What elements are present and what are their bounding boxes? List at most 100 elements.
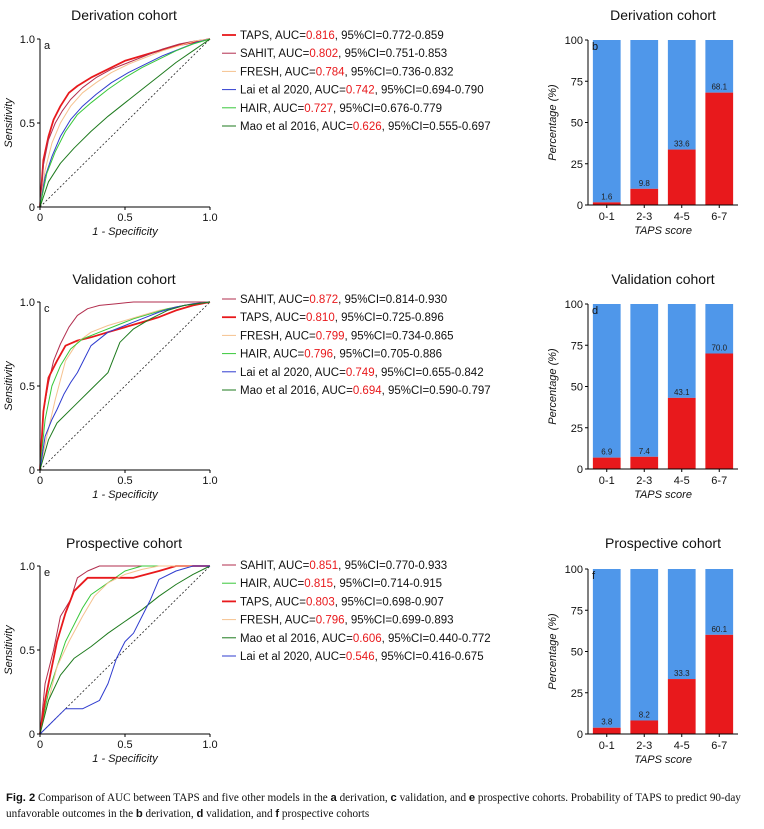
bar-value-label: 1.6 (601, 192, 613, 201)
legend-auc-value: 0.606 (353, 633, 382, 645)
bar-panel-b: Derivation cohort 1.6 0-1 9.8 2-3 33.6 4-5 68.1… (547, 7, 738, 237)
legend-model-label: FRESH, AUC= (240, 66, 316, 78)
roc-panel-c: Validation cohort 0 0.5 1.0 0 0.5 1.0 c 1 - Spec… (3, 271, 491, 501)
panel-letter: b (592, 41, 598, 53)
bar-segment-unfavorable (705, 353, 734, 469)
y-tick-label: 50 (571, 382, 583, 394)
roc-curve-lai-et-al-2020 (39, 301, 211, 471)
panel-title: Derivation cohort (71, 7, 177, 23)
x-tick-label: 2-3 (636, 740, 652, 752)
legend-auc-value: 0.810 (306, 312, 335, 324)
legend-entry: Mao et al 2016, AUC=0.694, 95%CI=0.590-0… (240, 385, 491, 397)
legend-ci-value: , 95%CI=0.736-0.832 (345, 66, 454, 78)
y-tick-label: 1.0 (20, 297, 35, 309)
legend-model-label: Mao et al 2016, AUC= (240, 121, 353, 133)
caption-segment: validation, and (203, 808, 276, 820)
legend-ci-value: , 95%CI=0.676-0.779 (333, 103, 442, 115)
legend-ci-value: , 95%CI=0.694-0.790 (375, 85, 484, 97)
y-tick-label: 0.5 (20, 381, 35, 393)
x-tick-label: 1.0 (202, 212, 217, 224)
roc-curve-mao-et-al-2016 (39, 301, 211, 471)
legend-auc-value: 0.799 (316, 330, 345, 342)
bar-segment-unfavorable (630, 188, 659, 205)
x-axis-label: 1 - Specificity (92, 226, 159, 238)
legend-auc-value: 0.727 (304, 103, 333, 115)
legend-auc-value: 0.802 (309, 48, 338, 60)
y-tick-label: 1.0 (20, 561, 35, 573)
roc-curve-fresh (39, 38, 211, 208)
x-tick-label: 1.0 (202, 739, 217, 751)
panel-title: Validation cohort (611, 271, 714, 287)
y-tick-label: 0 (29, 729, 35, 741)
legend-entry: TAPS, AUC=0.803, 95%CI=0.698-0.907 (240, 596, 444, 608)
caption-segment: derivation, (336, 792, 391, 804)
legend-entry: HAIR, AUC=0.815, 95%CI=0.714-0.915 (240, 578, 442, 590)
caption-segment: prospective cohorts. Probability of TAPS… (6, 792, 741, 820)
bar-segment-unfavorable (592, 727, 621, 734)
legend-model-label: TAPS, AUC= (240, 30, 306, 42)
bar-value-label: 33.3 (674, 669, 690, 678)
legend-entry: Lai et al 2020, AUC=0.546, 95%CI=0.416-0… (240, 651, 484, 663)
x-axis-label: TAPS score (634, 754, 692, 766)
panel-title: Validation cohort (72, 271, 175, 287)
bar-segment-remaining (667, 569, 696, 680)
x-tick-label: 0 (37, 475, 43, 487)
legend-entry: FRESH, AUC=0.796, 95%CI=0.699-0.893 (240, 615, 454, 627)
legend-model-label: FRESH, AUC= (240, 615, 316, 627)
legend-model-label: HAIR, AUC= (240, 349, 305, 361)
roc-curve-fresh (39, 565, 210, 735)
legend-model-label: TAPS, AUC= (240, 596, 306, 608)
y-tick-label: 100 (565, 564, 583, 576)
y-tick-label: 25 (571, 423, 583, 435)
legend-ci-value: , 95%CI=0.751-0.853 (338, 48, 447, 60)
x-tick-label: 2-3 (636, 475, 652, 487)
y-tick-label: 0 (577, 464, 583, 476)
legend-entry: Lai et al 2020, AUC=0.742, 95%CI=0.694-0… (240, 85, 484, 97)
legend-model-label: SAHIT, AUC= (240, 294, 310, 306)
legend-model-label: Lai et al 2020, AUC= (240, 367, 346, 379)
y-tick-label: 25 (571, 159, 583, 171)
roc-curve-sahit (39, 38, 211, 208)
bar-value-label: 60.1 (711, 625, 727, 634)
y-tick-label: 0 (29, 202, 35, 214)
roc-curve-taps (39, 301, 211, 471)
caption-text: Comparison of AUC between TAPS and five … (6, 792, 741, 820)
legend-auc-value: 0.872 (309, 294, 338, 306)
bar-segment-unfavorable (667, 149, 696, 205)
legend-ci-value: , 95%CI=0.734-0.865 (345, 330, 454, 342)
roc-curve-hair (39, 301, 211, 471)
x-tick-label: 6-7 (711, 740, 727, 752)
legend-auc-value: 0.749 (346, 367, 375, 379)
legend-ci-value: , 95%CI=0.655-0.842 (375, 367, 484, 379)
caption-segment: validation, and (396, 792, 469, 804)
y-axis-label: Sensitivity (3, 97, 15, 148)
x-tick-label: 4-5 (674, 740, 690, 752)
bar-segment-unfavorable (705, 92, 734, 205)
bar-segment-remaining (592, 40, 621, 203)
legend-entry: Mao et al 2016, AUC=0.606, 95%CI=0.440-0… (240, 633, 491, 645)
bar-segment-unfavorable (592, 202, 621, 205)
roc-curve-mao-et-al-2016 (39, 38, 211, 208)
y-tick-label: 0 (29, 465, 35, 477)
caption-panel-ref: d (196, 808, 204, 820)
y-tick-label: 100 (565, 35, 583, 47)
x-tick-label: 0.5 (117, 475, 132, 487)
bar-segment-unfavorable (667, 397, 696, 469)
y-tick-label: 75 (571, 340, 583, 352)
panel-title: Prospective cohort (66, 535, 182, 551)
x-axis-label: 1 - Specificity (92, 753, 159, 765)
x-tick-label: 6-7 (711, 211, 727, 223)
roc-curve-taps (39, 38, 211, 208)
legend-model-label: Lai et al 2020, AUC= (240, 85, 346, 97)
bar-segment-unfavorable (592, 457, 621, 469)
y-tick-label: 25 (571, 688, 583, 700)
caption-panel-ref: f (275, 808, 280, 820)
legend-entry: SAHIT, AUC=0.851, 95%CI=0.770-0.933 (240, 560, 447, 572)
x-axis-label: TAPS score (634, 489, 692, 501)
y-axis-label: Sensitivity (3, 360, 15, 411)
x-tick-label: 0-1 (599, 211, 615, 223)
bar-value-label: 70.0 (711, 344, 727, 353)
bar-segment-remaining (630, 569, 659, 721)
legend-model-label: Mao et al 2016, AUC= (240, 385, 353, 397)
legend-ci-value: , 95%CI=0.814-0.930 (338, 294, 447, 306)
